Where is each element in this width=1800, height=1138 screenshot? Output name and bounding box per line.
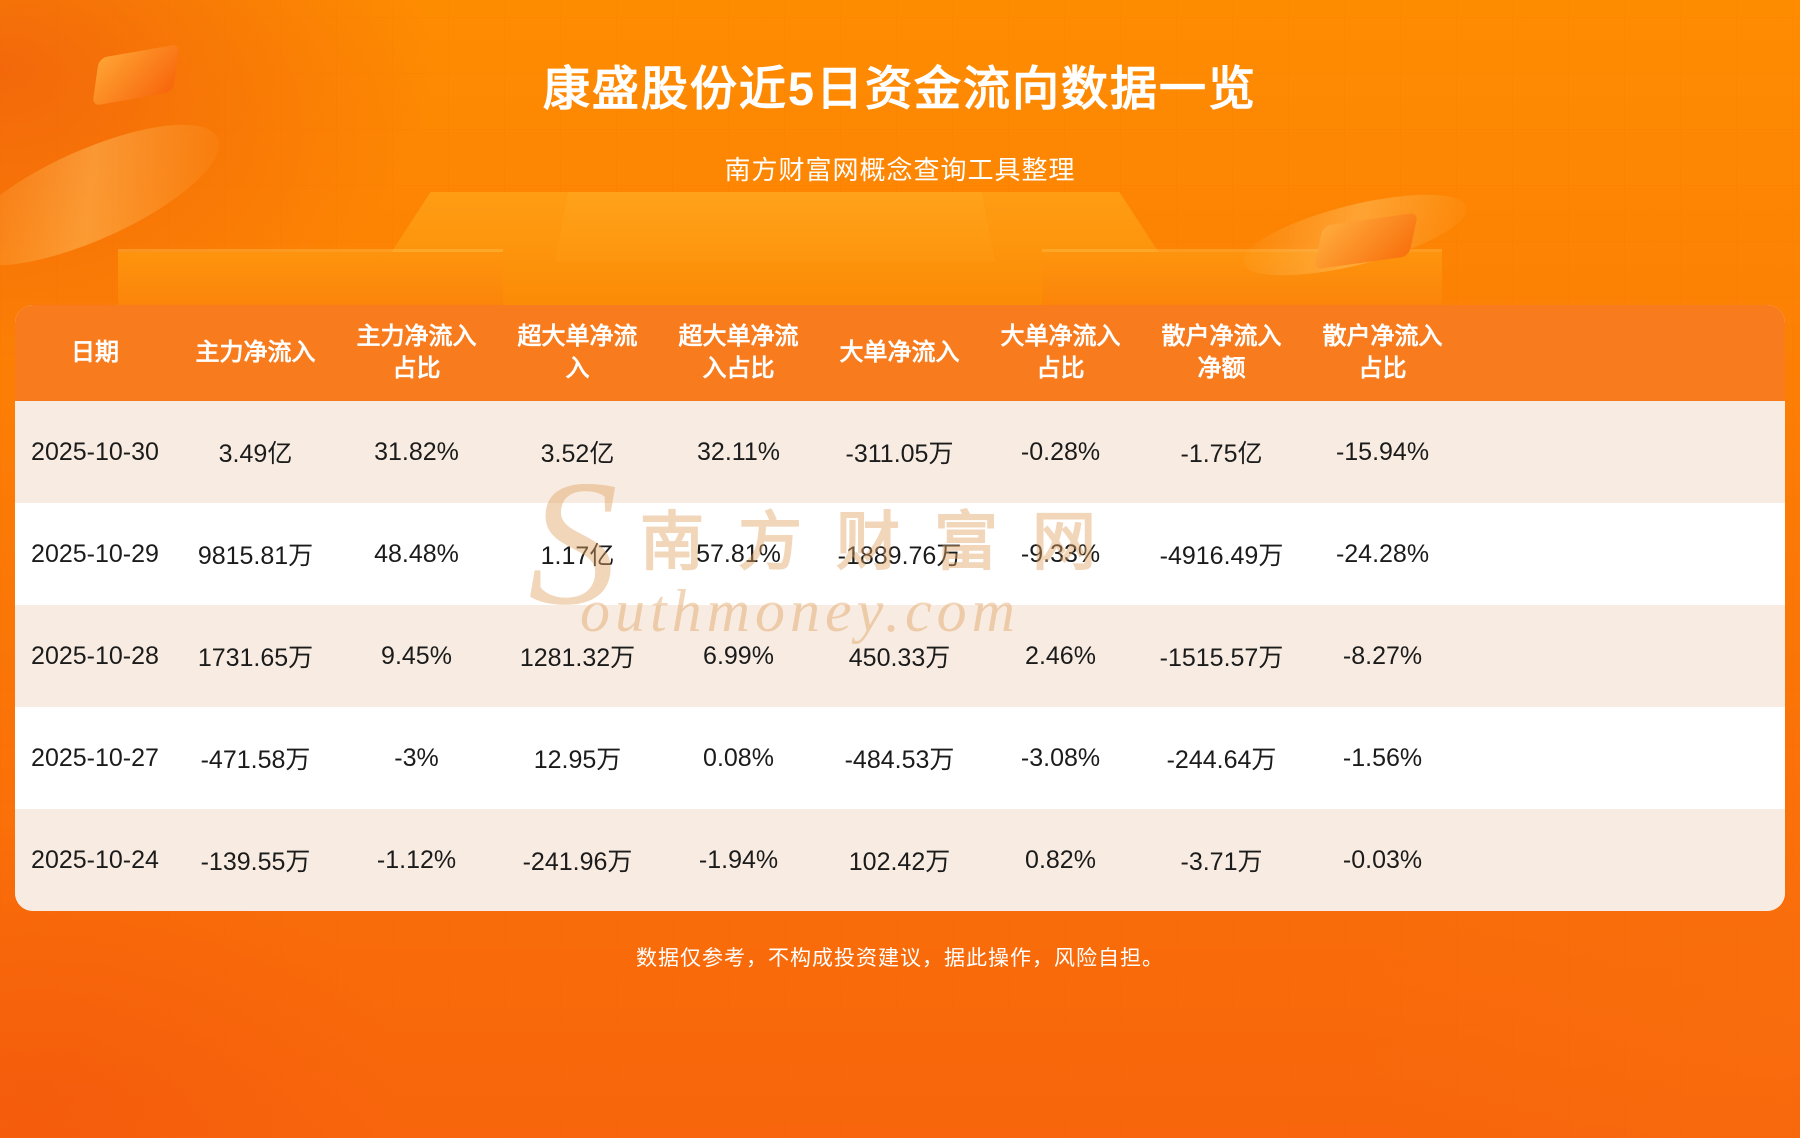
- page-title: 康盛股份近5日资金流向数据一览: [542, 62, 1258, 115]
- cell-xl-order-net-inflow: -241.96万: [522, 848, 633, 876]
- cell-large-order-net-inflow-pct: -0.28%: [1020, 437, 1101, 466]
- cell-large-order-net-inflow: -1889.76万: [837, 542, 962, 570]
- light-streak-left: [0, 96, 237, 294]
- podium-platform: [355, 192, 1195, 308]
- cell-xl-order-net-inflow-pct: -1.94%: [698, 845, 779, 874]
- column-header-date: 日期: [71, 338, 119, 366]
- table-row: 2025-10-24 -139.55万 -1.12% -241.96万 -1.9…: [15, 809, 1785, 911]
- cell-xl-order-net-inflow-pct: 6.99%: [703, 641, 774, 670]
- cell-large-order-net-inflow: 450.33万: [848, 644, 951, 672]
- light-streak-right: [1236, 178, 1474, 292]
- cell-retail-net-inflow-pct: -0.03%: [1342, 845, 1423, 874]
- fund-flow-table: 日期 主力净流入 主力净流入 占比 超大单净流 入 超大单净流 入占比 大单净流…: [15, 305, 1785, 911]
- cell-main-net-inflow-pct: 48.48%: [374, 539, 459, 568]
- cell-date: 2025-10-30: [31, 437, 159, 466]
- table-row: 2025-10-30 3.49亿 31.82% 3.52亿 32.11% -31…: [15, 401, 1785, 503]
- cell-xl-order-net-inflow: 12.95万: [533, 746, 622, 774]
- cell-main-net-inflow: -471.58万: [200, 746, 311, 774]
- podium-step: [555, 192, 995, 262]
- cell-xl-order-net-inflow-pct: 0.08%: [703, 743, 774, 772]
- podium-block-right: [1042, 252, 1442, 308]
- cell-large-order-net-inflow-pct: 0.82%: [1025, 845, 1096, 874]
- cell-retail-net-inflow-pct: -24.28%: [1335, 539, 1430, 568]
- cell-xl-order-net-inflow-pct: 32.11%: [697, 437, 780, 466]
- cell-main-net-inflow: -139.55万: [200, 848, 311, 876]
- cell-main-net-inflow-pct: -1.12%: [376, 845, 457, 874]
- cell-retail-net-inflow: -244.64万: [1166, 746, 1277, 774]
- cell-retail-net-inflow: -4916.49万: [1159, 542, 1284, 570]
- cell-large-order-net-inflow-pct: 2.46%: [1025, 641, 1096, 670]
- column-header-xl-order-net-inflow: 超大单净流 入: [517, 322, 638, 382]
- cell-date: 2025-10-29: [31, 539, 159, 568]
- cell-large-order-net-inflow-pct: -3.08%: [1020, 743, 1101, 772]
- page-subtitle: 南方财富网概念查询工具整理: [724, 155, 1076, 185]
- cell-large-order-net-inflow-pct: -9.33%: [1020, 539, 1101, 568]
- cell-retail-net-inflow-pct: -8.27%: [1342, 641, 1423, 670]
- table-row: 2025-10-28 1731.65万 9.45% 1281.32万 6.99%…: [15, 605, 1785, 707]
- cell-date: 2025-10-28: [31, 641, 159, 670]
- cell-main-net-inflow-pct: -3%: [394, 743, 439, 772]
- disclaimer: 数据仅参考，不构成投资建议，据此操作，风险自担。: [636, 947, 1164, 970]
- cell-main-net-inflow-pct: 9.45%: [381, 641, 452, 670]
- table-row: 2025-10-27 -471.58万 -3% 12.95万 0.08% -48…: [15, 707, 1785, 809]
- column-header-large-order-net-inflow-pct: 大单净流入 占比: [1000, 322, 1121, 382]
- cell-date: 2025-10-24: [31, 845, 159, 874]
- table-row: 2025-10-29 9815.81万 48.48% 1.17亿 57.81% …: [15, 503, 1785, 605]
- cell-xl-order-net-inflow-pct: 57.81%: [696, 539, 781, 568]
- column-header-main-net-inflow: 主力净流入: [195, 338, 316, 366]
- column-header-retail-net-inflow-pct: 散户净流入 占比: [1322, 322, 1443, 382]
- cell-retail-net-inflow: -1.75亿: [1180, 440, 1263, 468]
- gem-shape-right: [1313, 212, 1419, 270]
- cell-retail-net-inflow: -3.71万: [1180, 848, 1263, 876]
- podium-block-left: [118, 252, 503, 308]
- cell-large-order-net-inflow: -311.05万: [845, 440, 954, 468]
- column-header-xl-order-net-inflow-pct: 超大单净流 入占比: [678, 322, 799, 382]
- cell-main-net-inflow: 9815.81万: [197, 542, 314, 570]
- cell-xl-order-net-inflow: 1.17亿: [540, 542, 615, 570]
- column-header-main-net-inflow-pct: 主力净流入 占比: [356, 322, 477, 382]
- cell-large-order-net-inflow: -484.53万: [844, 746, 955, 774]
- cell-main-net-inflow: 3.49亿: [218, 440, 293, 468]
- cell-xl-order-net-inflow: 3.52亿: [540, 440, 615, 468]
- table-header-row: 日期 主力净流入 主力净流入 占比 超大单净流 入 超大单净流 入占比 大单净流…: [15, 305, 1785, 401]
- column-header-large-order-net-inflow: 大单净流入: [839, 338, 960, 366]
- cell-retail-net-inflow-pct: -15.94%: [1335, 437, 1430, 466]
- cell-main-net-inflow: 1731.65万: [197, 644, 314, 672]
- cell-retail-net-inflow: -1515.57万: [1159, 644, 1284, 672]
- cell-retail-net-inflow-pct: -1.56%: [1342, 743, 1423, 772]
- cell-xl-order-net-inflow: 1281.32万: [519, 644, 636, 672]
- cell-date: 2025-10-27: [31, 743, 159, 772]
- cell-main-net-inflow-pct: 31.82%: [374, 437, 459, 466]
- column-header-retail-net-inflow: 散户净流入 净额: [1161, 322, 1282, 382]
- cell-large-order-net-inflow: 102.42万: [848, 848, 951, 876]
